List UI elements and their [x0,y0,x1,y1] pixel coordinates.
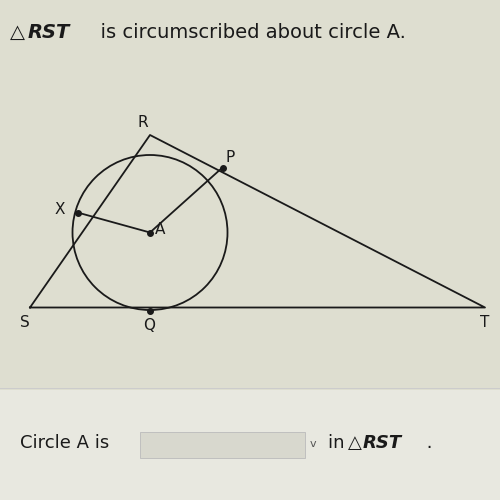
FancyBboxPatch shape [140,432,305,458]
Text: S: S [20,315,30,330]
FancyBboxPatch shape [0,390,500,500]
Text: R: R [137,115,148,130]
Text: v: v [309,439,316,449]
Text: A: A [155,222,165,238]
Text: in: in [328,434,350,452]
Text: T: T [480,315,490,330]
Text: RST: RST [363,434,402,452]
Text: Circle A is: Circle A is [20,434,109,452]
Text: P: P [226,150,234,165]
Text: RST: RST [28,23,70,42]
Text: △: △ [348,434,362,452]
Text: .: . [421,434,432,452]
Text: is circumscribed about circle A.: is circumscribed about circle A. [88,23,406,42]
Text: Q: Q [143,318,155,332]
Text: △: △ [10,23,25,42]
Text: X: X [55,202,65,218]
